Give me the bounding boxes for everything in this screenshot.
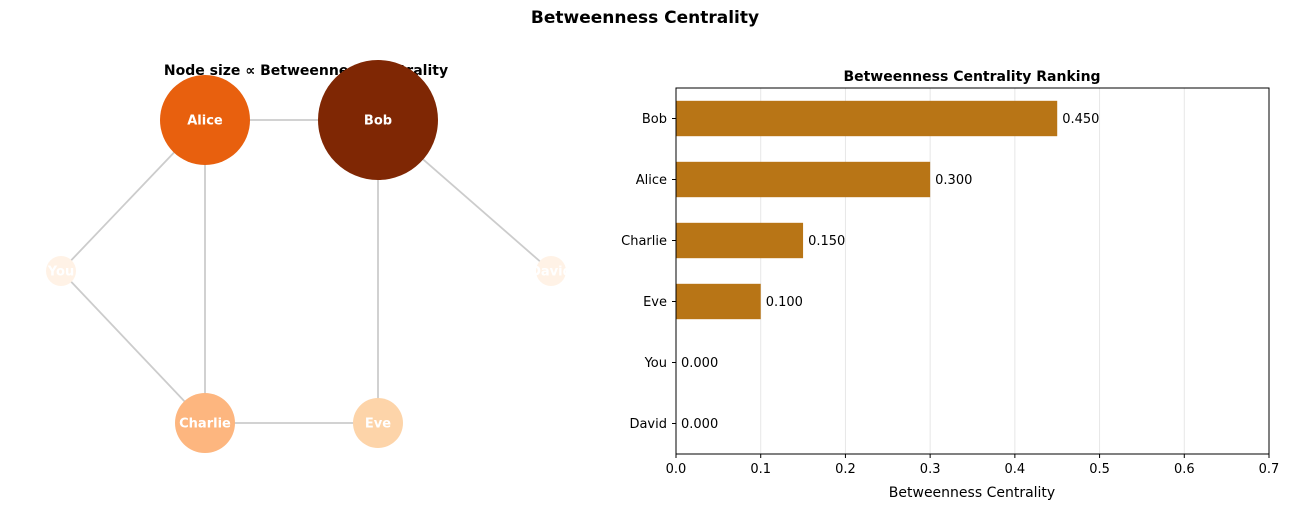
node-label: David xyxy=(530,265,572,280)
y-tick-label: Eve xyxy=(643,295,667,310)
x-tick-label: 0.3 xyxy=(920,462,941,477)
node-circle xyxy=(160,75,250,165)
bar-value-label: 0.450 xyxy=(1062,112,1099,127)
node-label: Eve xyxy=(365,417,391,432)
bar-charlie xyxy=(676,222,804,259)
node-you: You xyxy=(46,256,76,286)
bar-value-label: 0.150 xyxy=(808,234,845,249)
bar-plot-frame xyxy=(675,87,1270,455)
bar-bob xyxy=(676,100,1058,137)
network-edges xyxy=(60,119,552,424)
network-nodes: Alice Bob You David Charlie Eve xyxy=(46,60,572,453)
y-tick-label: Charlie xyxy=(621,234,667,249)
node-alice: Alice xyxy=(160,75,250,165)
bar-x-axis-label: Betweenness Centrality xyxy=(889,485,1055,501)
bar-eve xyxy=(676,283,761,320)
bar-value-label: 0.100 xyxy=(766,295,803,310)
bar-gridlines xyxy=(675,88,1270,454)
bar-y-ticks: Bob Alice Charlie Eve You David xyxy=(621,112,676,432)
bar-chart-title: Betweenness Centrality Ranking xyxy=(843,69,1100,85)
node-bob: Bob xyxy=(318,60,438,180)
edge-you-charlie xyxy=(60,270,206,424)
node-circle xyxy=(175,393,235,453)
bar-x-ticks: 0.0 0.1 0.2 0.3 0.4 0.5 0.6 0.7 xyxy=(666,454,1280,477)
node-circle xyxy=(353,398,403,448)
node-label: You xyxy=(47,265,74,280)
node-label: Charlie xyxy=(179,417,231,432)
x-tick-label: 0.0 xyxy=(666,462,687,477)
x-tick-label: 0.6 xyxy=(1174,462,1195,477)
bar-value-label: 0.000 xyxy=(681,356,718,371)
x-tick-label: 0.7 xyxy=(1259,462,1280,477)
x-tick-label: 0.1 xyxy=(750,462,771,477)
figure-title: Betweenness Centrality xyxy=(530,8,760,28)
x-tick-label: 0.5 xyxy=(1089,462,1110,477)
y-tick-label: David xyxy=(629,417,667,432)
node-charlie: Charlie xyxy=(175,393,235,453)
node-david: David xyxy=(530,256,572,286)
bar-value-label: 0.000 xyxy=(681,417,718,432)
bar-alice xyxy=(676,161,931,198)
node-circle xyxy=(318,60,438,180)
x-tick-label: 0.4 xyxy=(1005,462,1026,477)
node-circle xyxy=(46,256,76,286)
node-circle xyxy=(536,256,566,286)
x-tick-label: 0.2 xyxy=(835,462,856,477)
node-label: Bob xyxy=(364,114,392,129)
y-tick-label: Bob xyxy=(642,112,667,127)
bar-value-label: 0.300 xyxy=(935,173,972,188)
bar-series: 0.450 0.300 0.150 0.100 0.000 0.000 xyxy=(676,100,1099,432)
y-tick-label: You xyxy=(644,356,667,371)
node-label: Alice xyxy=(187,114,223,129)
y-tick-label: Alice xyxy=(636,173,667,188)
node-eve: Eve xyxy=(353,398,403,448)
